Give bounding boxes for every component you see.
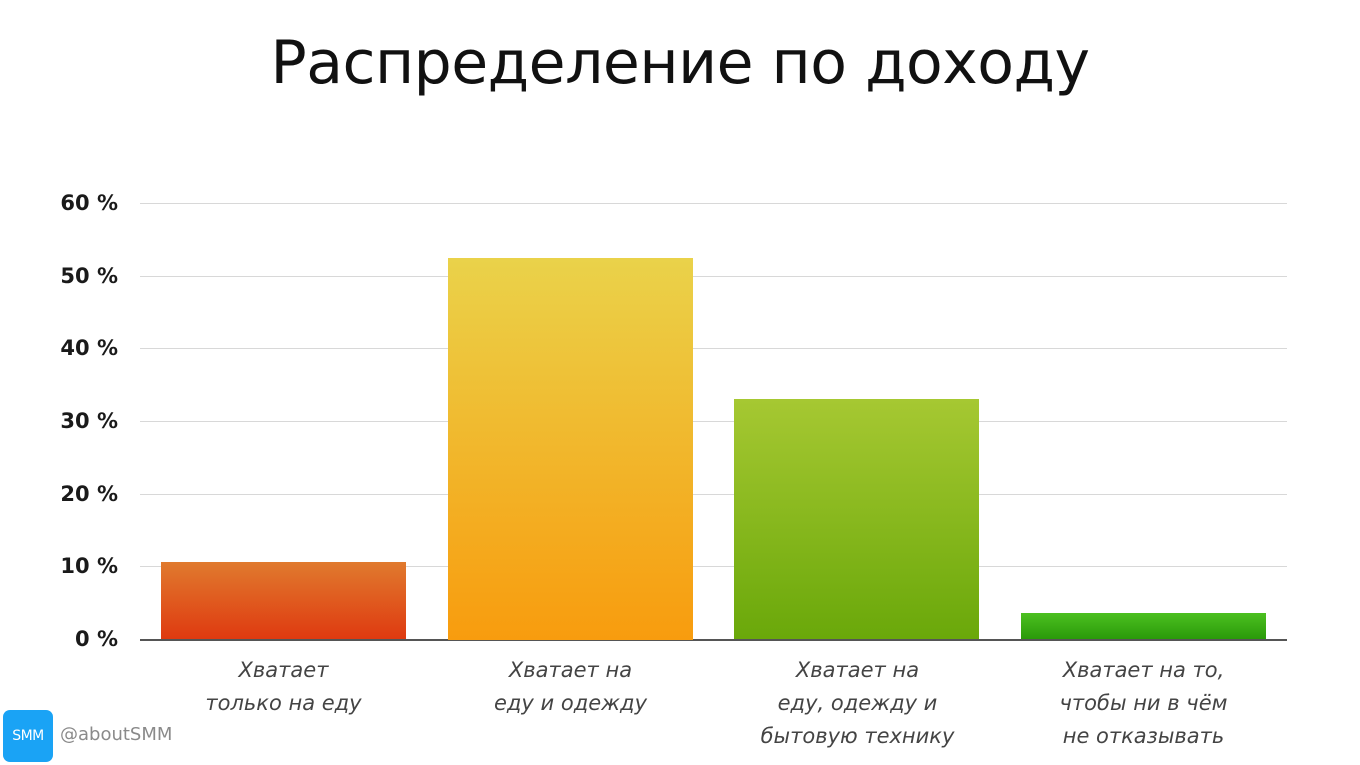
category-label-line: еду и одежду <box>493 691 648 715</box>
gridline <box>140 494 1287 495</box>
x-axis-category-label: Хватает на еду, одежду и бытовую технику <box>714 654 1001 753</box>
gridline <box>140 421 1287 422</box>
gridline <box>140 276 1287 277</box>
y-axis-tick-label: 20 % <box>60 482 118 506</box>
y-axis-tick-label: 60 % <box>60 191 118 215</box>
y-axis-tick-label: 50 % <box>60 264 118 288</box>
gridline <box>140 348 1287 349</box>
category-label-line: Хватает на то, <box>1062 658 1225 682</box>
author-handle: @aboutSMM <box>60 724 173 745</box>
gridline <box>140 203 1287 204</box>
bar-4 <box>1021 613 1266 639</box>
category-label-line: Хватает на <box>795 658 920 682</box>
bar-1 <box>161 562 406 639</box>
category-label-line: Хватает <box>238 658 329 682</box>
y-axis-tick-label: 0 % <box>75 627 118 651</box>
bar-3 <box>734 399 979 639</box>
category-label-line: только на еду <box>205 691 362 715</box>
y-axis-tick-label: 40 % <box>60 336 118 360</box>
bar-2 <box>448 258 693 640</box>
y-axis-tick-label: 30 % <box>60 409 118 433</box>
category-label-line: не отказывать <box>1062 724 1225 748</box>
x-axis-line <box>140 639 1287 641</box>
category-label-line: Хватает на <box>508 658 633 682</box>
smm-logo-icon: SMM <box>3 710 53 762</box>
category-label-line: чтобы ни в чём <box>1059 691 1228 715</box>
category-label-line: бытовую технику <box>760 724 955 748</box>
x-axis-category-label: Хватает на еду и одежду <box>427 654 714 720</box>
x-axis-category-label: Хватает на то, чтобы ни в чём не отказыват… <box>1000 654 1287 753</box>
category-label-line: еду, одежду и <box>777 691 938 715</box>
x-axis-category-label: Хватает только на еду <box>140 654 427 720</box>
chart-title: Распределение по доходу <box>270 28 1090 98</box>
y-axis-tick-label: 10 % <box>60 554 118 578</box>
gridline <box>140 566 1287 567</box>
